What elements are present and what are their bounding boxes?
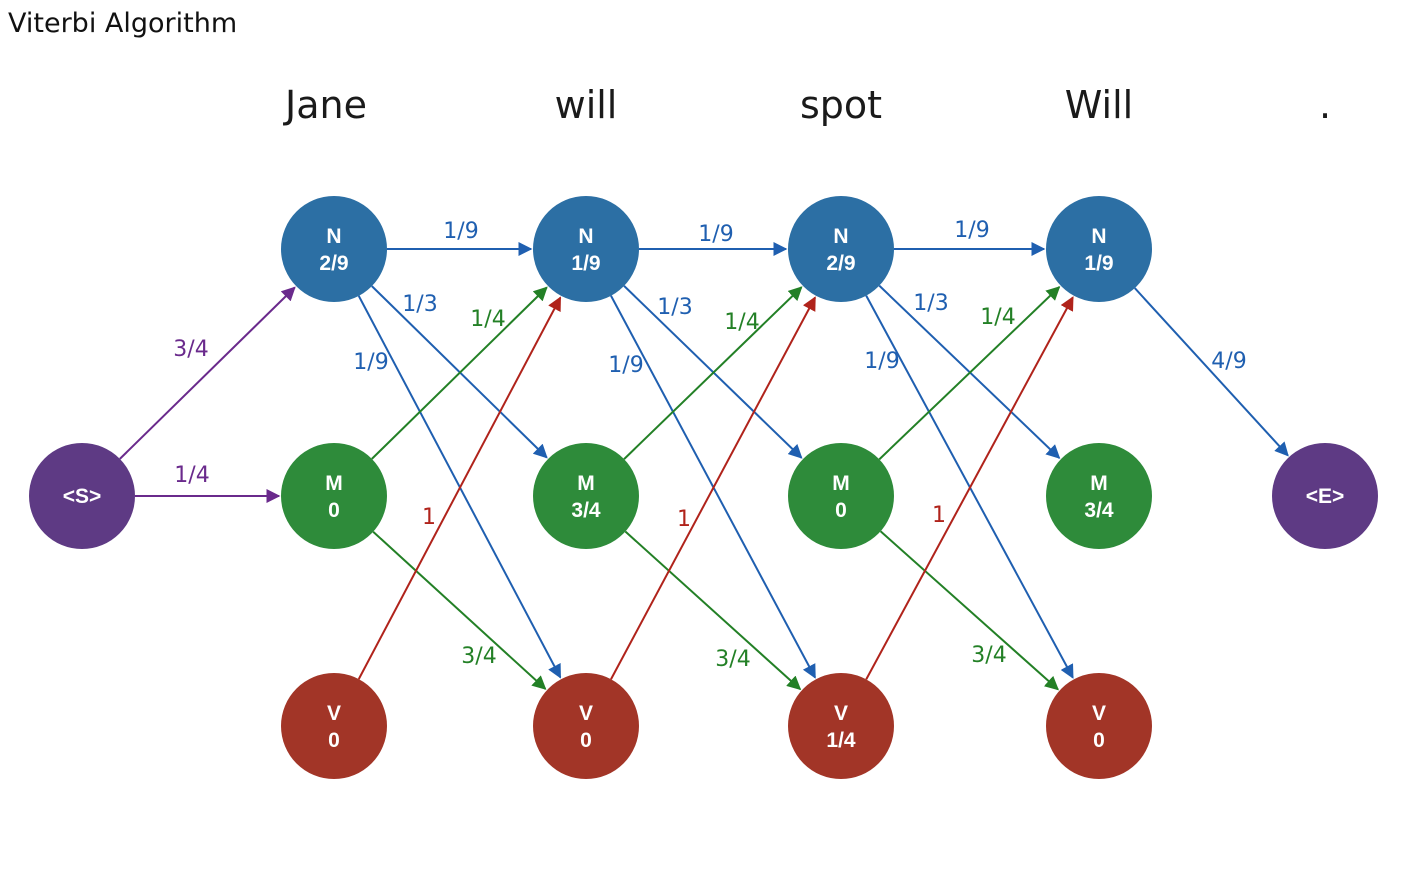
- edge-label: 1/4: [470, 307, 505, 332]
- node-probability: 0: [1093, 729, 1105, 752]
- edge-n4-e: [1134, 287, 1289, 457]
- node-n3: N 2/9: [788, 196, 894, 302]
- edge-m1-n2: [371, 286, 548, 460]
- node-circle: [1272, 443, 1378, 549]
- word-label: will: [555, 83, 618, 127]
- node-circle: [281, 673, 387, 779]
- edge-label: 3/4: [173, 337, 208, 362]
- node-circle: [1046, 673, 1152, 779]
- edge-v1-n2: [357, 296, 562, 680]
- node-circle: [281, 443, 387, 549]
- node-circle: [1046, 443, 1152, 549]
- node-circle: [788, 196, 894, 302]
- node-n1: N 2/9: [281, 196, 387, 302]
- node-state-label: M: [325, 472, 343, 495]
- node-m2: M 3/4: [533, 443, 639, 549]
- node-v2: V0: [533, 673, 639, 779]
- edge-label: 3/4: [461, 644, 496, 669]
- node-circle: [29, 443, 135, 549]
- edge-s-n1: [119, 286, 296, 460]
- node-state-label: V: [1092, 702, 1106, 725]
- node-circle: [533, 196, 639, 302]
- edge-label: 1: [677, 507, 691, 532]
- node-v4: V0: [1046, 673, 1152, 779]
- edge-m2-n3: [623, 286, 803, 460]
- node-state-label: N: [1091, 225, 1106, 248]
- node-circle: [1046, 196, 1152, 302]
- word-label: Will: [1065, 83, 1133, 127]
- word-row: Jane will spot Will .: [283, 83, 1331, 127]
- edge-label: 3/4: [715, 647, 750, 672]
- edge-label: 1/3: [402, 292, 437, 317]
- edge-m3-v4: [879, 530, 1059, 691]
- node-probability: 2/9: [826, 252, 855, 275]
- node-m1: M0: [281, 443, 387, 549]
- node-probability: 0: [328, 499, 340, 522]
- edge-v2-n3: [610, 296, 816, 680]
- node-probability: 0: [328, 729, 340, 752]
- node-m4: M 3/4: [1046, 443, 1152, 549]
- node-e: <E>: [1272, 443, 1378, 549]
- edge-label: 1: [422, 505, 436, 530]
- node-state-label: N: [578, 225, 593, 248]
- node-state-label: N: [833, 225, 848, 248]
- node-probability: 1/9: [571, 252, 600, 275]
- node-probability: 0: [580, 729, 592, 752]
- node-probability: 1/4: [826, 729, 856, 752]
- node-circle: [533, 673, 639, 779]
- node-state-label: <S>: [63, 485, 102, 508]
- node-probability: 1/9: [1084, 252, 1113, 275]
- node-circle: [788, 673, 894, 779]
- edge-label: 1/9: [698, 222, 733, 247]
- word-label: spot: [800, 83, 882, 127]
- node-v3: V 1/4: [788, 673, 894, 779]
- edges: [119, 242, 1289, 691]
- node-state-label: V: [327, 702, 341, 725]
- edge-m3-n4: [878, 286, 1061, 461]
- node-circle: [281, 196, 387, 302]
- edge-m1-v2: [372, 530, 547, 690]
- nodes: <S>N2/9M0V0N1/9M3/4V0N2/9M0V1/4N1/9M3/4V…: [29, 196, 1378, 779]
- edge-label: 1/4: [980, 305, 1015, 330]
- node-state-label: M: [832, 472, 850, 495]
- node-probability: 3/4: [1084, 499, 1114, 522]
- edge-label: 1/4: [724, 310, 759, 335]
- edge-label: 1/9: [864, 349, 899, 374]
- edge-label: 1: [932, 503, 946, 528]
- edge-label: 1/9: [608, 353, 643, 378]
- edge-m2-v3: [624, 530, 802, 691]
- node-state-label: V: [834, 702, 848, 725]
- node-state-label: M: [1090, 472, 1108, 495]
- edge-label: 1/9: [353, 350, 388, 375]
- edge-label: 1/4: [174, 463, 209, 488]
- node-state-label: <E>: [1306, 485, 1345, 508]
- edge-label: 3/4: [971, 643, 1006, 668]
- edge-label: 1/3: [657, 295, 692, 320]
- edge-labels: 3/4 1/4 1/9 1/3 1/9 1/4 3/4 1 1/9 1/3 1/9 1/4 3/4 1 1/…: [173, 218, 1246, 672]
- edge-v3-n4: [865, 296, 1074, 680]
- edge-label: 1/9: [443, 219, 478, 244]
- edge-label: 1/3: [913, 291, 948, 316]
- node-probability: 3/4: [571, 499, 601, 522]
- page-title: Viterbi Algorithm: [8, 8, 238, 39]
- node-n2: N 1/9: [533, 196, 639, 302]
- node-circle: [788, 443, 894, 549]
- node-m3: M0: [788, 443, 894, 549]
- node-probability: 2/9: [319, 252, 348, 275]
- edge-label: 4/9: [1211, 349, 1246, 374]
- node-state-label: V: [579, 702, 593, 725]
- node-state-label: N: [326, 225, 341, 248]
- node-probability: 0: [835, 499, 847, 522]
- node-state-label: M: [577, 472, 595, 495]
- word-label: .: [1319, 83, 1331, 127]
- node-v1: V0: [281, 673, 387, 779]
- node-n4: N 1/9: [1046, 196, 1152, 302]
- node-s: <S>: [29, 443, 135, 549]
- word-label: Jane: [283, 83, 367, 127]
- edge-label: 1/9: [954, 218, 989, 243]
- node-circle: [533, 443, 639, 549]
